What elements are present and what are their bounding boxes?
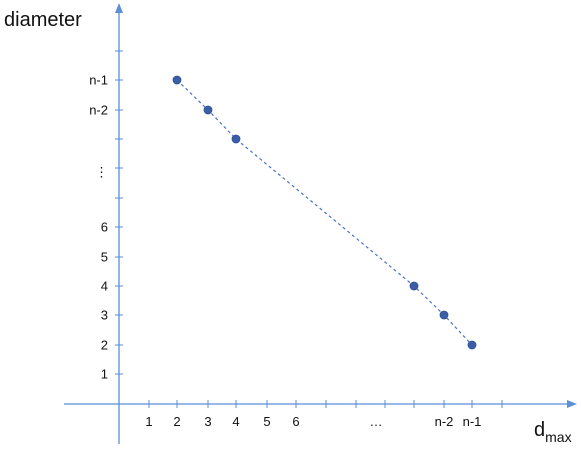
data-point <box>439 310 449 320</box>
y-tick-label: ⋮ <box>95 165 108 180</box>
tick-labels: 1 2 3 4 5 6 … n-2 n-1 1 2 3 4 5 6 ⋮ n-2 n-1 <box>89 73 481 430</box>
y-tick-label: 5 <box>101 250 108 265</box>
y-tick-label: n-2 <box>89 103 108 118</box>
x-tick-label: 3 <box>204 414 211 429</box>
x-tick-label: … <box>370 414 383 429</box>
axis-ticks <box>115 50 503 408</box>
x-axis-arrow <box>567 400 577 408</box>
x-axis-title-base: d <box>534 419 545 441</box>
data-point <box>172 75 182 85</box>
x-axis-title-subscript: max <box>545 429 571 445</box>
data-point <box>467 340 477 350</box>
x-tick-label: 1 <box>145 414 152 429</box>
x-axis-title: dmax <box>534 419 572 445</box>
data-point <box>409 281 419 291</box>
y-tick-label: n-1 <box>89 73 108 88</box>
series <box>172 75 477 350</box>
y-tick-label: 2 <box>101 338 108 353</box>
axes <box>64 3 577 444</box>
x-tick-label: 5 <box>263 414 270 429</box>
x-tick-label: n-1 <box>463 414 482 429</box>
x-tick-label: 4 <box>232 414 239 429</box>
y-tick-label: 4 <box>101 279 108 294</box>
series-line <box>176 79 473 346</box>
y-tick-label: 1 <box>101 367 108 382</box>
x-tick-label: 6 <box>292 414 299 429</box>
x-tick-label: n-2 <box>435 414 454 429</box>
data-point <box>231 134 241 144</box>
x-tick-label: 2 <box>173 414 180 429</box>
y-axis-arrow <box>115 3 123 13</box>
y-axis-title: diameter <box>4 9 82 31</box>
y-tick-label: 6 <box>101 220 108 235</box>
y-tick-label: 3 <box>101 308 108 323</box>
data-point <box>203 105 213 115</box>
